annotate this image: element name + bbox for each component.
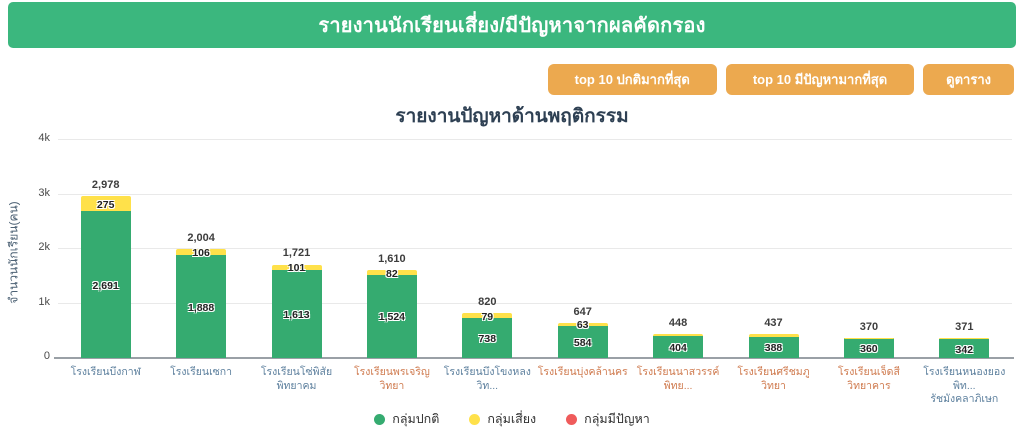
bar-7[interactable]: 448 404 (653, 140, 704, 358)
y-tick-label: 1k (38, 295, 50, 308)
bar-segment-normal (557, 326, 608, 358)
legend-label: กลุ่มเสี่ยง (487, 412, 537, 426)
bar-normal-value: 342 (955, 343, 974, 356)
x-axis-label-6: โรงเรียนบุ่งคล้านคร (537, 366, 628, 378)
bar-segment-normal (271, 270, 322, 358)
legend-item-3[interactable]: กลุ่มมีปัญหา (566, 409, 650, 429)
x-axis-labels: โรงเรียนบึงกาฬ โรงเรียนเซกา โรงเรียนโซ่พิส… (58, 366, 1012, 405)
x-axis-label-5: โรงเรียนบึงโขงหลงวิท... (443, 366, 531, 392)
x-axis-label-3: โรงเรียนโซ่พิสัยพิทยาคม (260, 366, 333, 392)
gridline-4k (58, 139, 1012, 140)
chart-legend: กลุ่มปกติ กลุ่มเสี่ยง กลุ่มมีปัญหา (0, 409, 1024, 429)
legend-dot-icon (469, 413, 481, 425)
report-header: รายงานนักเรียนเสี่ยง/มีปัญหาจากผลคัดกรอง (8, 2, 1016, 48)
bar-segment-normal (80, 211, 131, 358)
legend-dot-icon (566, 413, 578, 425)
x-axis-label-10: โรงเรียนหนองยองพิท... รัชมังคลาภิเษก (923, 366, 1006, 406)
bar-segment-risk (366, 270, 417, 275)
bar-normal-value: 584 (573, 337, 592, 350)
bar-total-label: 1,610 (378, 253, 406, 266)
top10-normal-button[interactable]: top 10 ปกติมากที่สุด (547, 64, 717, 95)
legend-dot-icon (374, 413, 386, 425)
bar-6[interactable]: 647 584 63 (557, 140, 608, 358)
bar-segment-risk (843, 337, 894, 339)
bar-risk-value: 82 (386, 267, 398, 280)
bar-segment-risk (653, 333, 704, 336)
bar-segment-normal (653, 335, 704, 358)
plot-area: 2,978 2,691 275 2,004 1,888 106 1,721 1,613 101 1… (54, 139, 1014, 359)
x-axis-label-9: โรงเรียนเจ็ดสีวิทยาคาร (837, 366, 900, 392)
bar-9[interactable]: 370 360 (843, 140, 894, 358)
bar-normal-value: 1,888 (187, 301, 215, 314)
bar-normal-value: 2,691 (92, 279, 119, 292)
y-tick-label: 0 (43, 350, 50, 362)
bar-segment-risk (557, 322, 608, 327)
bar-segment-normal (462, 317, 513, 358)
bar-risk-value: 63 (576, 319, 589, 332)
bar-segment-normal (366, 274, 417, 358)
x-axis-line (54, 357, 1014, 359)
top10-problem-button[interactable]: top 10 มีปัญหามากที่สุด (725, 64, 915, 95)
bar-total-label: 437 (764, 317, 783, 330)
bar-segment-normal (748, 336, 799, 358)
bar-total-label: 2,004 (187, 231, 215, 244)
legend-item-1[interactable]: กลุ่มปกติ (374, 409, 439, 429)
bar-normal-value: 1,613 (283, 309, 310, 322)
bar-risk-value: 275 (96, 198, 115, 211)
x-axis-label-1: โรงเรียนบึงกาฬ (70, 366, 141, 378)
bar-total-label: 1,721 (282, 247, 311, 260)
bar-normal-value: 738 (478, 332, 497, 345)
bar-total-label: 2,978 (91, 178, 120, 191)
bar-total-label: 820 (478, 296, 497, 309)
y-tick-label: 3k (38, 186, 50, 199)
bar-10[interactable]: 371 342 (939, 140, 990, 358)
bar-5[interactable]: 820 738 79 (462, 140, 513, 358)
bar-4[interactable]: 1,610 1,524 82 (366, 140, 417, 358)
bar-segment-normal (939, 339, 990, 358)
legend-label: กลุ่มมีปัญหา (584, 412, 650, 426)
bar-risk-value: 101 (287, 262, 306, 275)
bar-normal-value: 360 (860, 343, 878, 356)
bar-segment-risk (271, 264, 322, 271)
bar-segment-risk (80, 196, 131, 212)
gridline-2k (58, 248, 1012, 249)
bar-segment-risk (176, 249, 227, 256)
legend-item-2[interactable]: กลุ่มเสี่ยง (469, 409, 536, 429)
view-table-button[interactable]: ดูตาราง (923, 64, 1014, 95)
bar-segment-risk (748, 334, 799, 337)
gridline-3k (58, 193, 1012, 195)
bar-8[interactable]: 437 388 (748, 140, 799, 358)
bar-normal-value: 1,524 (378, 311, 406, 324)
bar-risk-value: 106 (192, 247, 210, 260)
chart-title: รายงานปัญหาด้านพฤติกรรม (395, 106, 629, 127)
bar-3[interactable]: 1,721 1,613 101 (271, 140, 322, 358)
x-axis-label-4: โรงเรียนพรเจริญวิทยา (353, 366, 430, 392)
report-title: รายงานนักเรียนเสี่ยง/มีปัญหาจากผลคัดกรอง (318, 15, 706, 37)
bar-segment-normal (176, 255, 227, 358)
gridline-1k (58, 302, 1012, 304)
bar-normal-value: 388 (764, 342, 783, 355)
bar-2[interactable]: 2,004 1,888 106 (176, 140, 227, 358)
x-axis-label-2: โรงเรียนเซกา (170, 366, 233, 378)
bar-segment-risk (939, 337, 990, 340)
toolbar: top 10 ปกติมากที่สุด top 10 มีปัญหามากที… (547, 64, 1014, 95)
bar-1[interactable]: 2,978 2,691 275 (80, 140, 131, 358)
bar-segment-risk (462, 313, 513, 318)
y-tick-label: 2k (38, 241, 50, 253)
x-axis-label-7: โรงเรียนนาสวรรค์พิทย... (636, 366, 720, 392)
y-tick-label: 4k (38, 132, 50, 144)
bar-total-label: 448 (668, 316, 688, 329)
bar-total-label: 647 (573, 305, 592, 318)
x-axis-label-8: โรงเรียนศรีชมภูวิทยา (737, 366, 810, 392)
bar-normal-value: 404 (669, 342, 687, 354)
bar-segment-normal (843, 338, 894, 358)
bar-risk-value: 79 (481, 310, 494, 323)
bar-total-label: 370 (859, 320, 879, 333)
legend-label: กลุ่มปกติ (392, 412, 440, 426)
bar-total-label: 371 (955, 320, 974, 333)
